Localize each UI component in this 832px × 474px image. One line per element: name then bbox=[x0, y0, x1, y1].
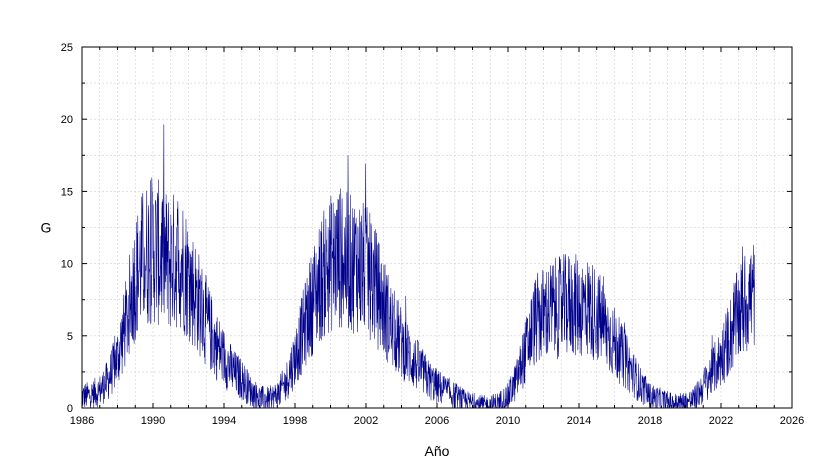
x-tick-label: 2006 bbox=[425, 415, 449, 427]
y-tick-label: 0 bbox=[67, 403, 73, 415]
x-tick-label: 2014 bbox=[567, 415, 591, 427]
series-line bbox=[81, 124, 756, 409]
data-layer bbox=[81, 124, 756, 409]
x-axis-title: Año bbox=[425, 443, 450, 459]
x-tick-label: 2018 bbox=[638, 415, 662, 427]
ticks: 1986 1990 1994 1998 2002 2006 2010 2014 2018 2022… bbox=[61, 42, 804, 427]
y-tick-label: 15 bbox=[61, 186, 73, 198]
y-tick-label: 25 bbox=[61, 42, 73, 54]
y-tick-label: 5 bbox=[67, 331, 73, 343]
x-tick-label: 1990 bbox=[141, 415, 165, 427]
x-tick-label: 2010 bbox=[496, 415, 520, 427]
x-tick-label: 2022 bbox=[709, 415, 733, 427]
x-tick-label: 1998 bbox=[283, 415, 307, 427]
y-tick-label: 20 bbox=[61, 114, 73, 126]
x-tick-label: 1986 bbox=[70, 415, 94, 427]
grid bbox=[82, 47, 792, 408]
x-tick-label: 1994 bbox=[212, 415, 236, 427]
x-tick-label: 2002 bbox=[354, 415, 378, 427]
y-tick-label: 10 bbox=[61, 259, 73, 271]
y-axis-title: G bbox=[41, 220, 52, 236]
x-tick-label: 2026 bbox=[780, 415, 804, 427]
